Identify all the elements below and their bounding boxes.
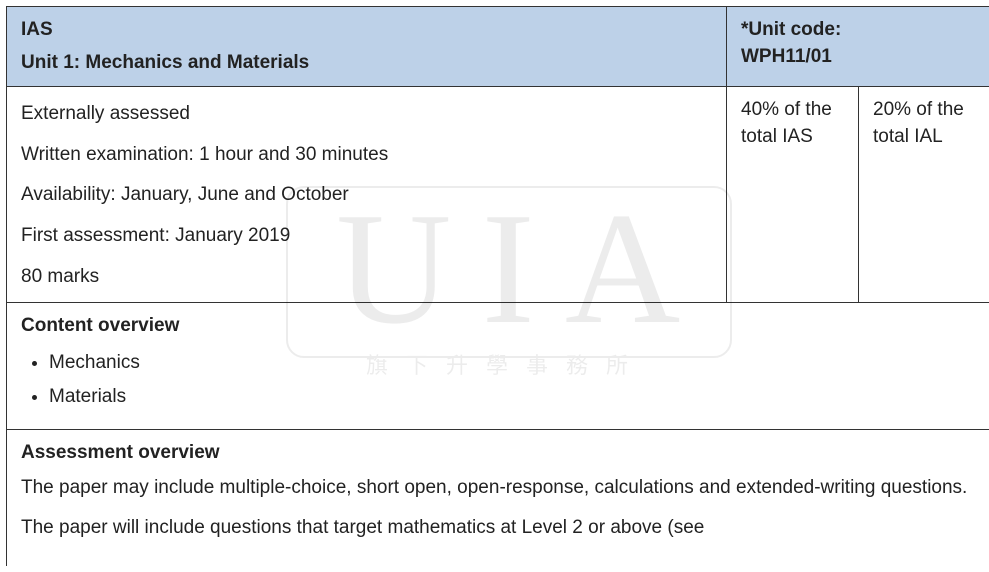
detail-assessed: Externally assessed	[21, 101, 712, 128]
content-heading: Content overview	[21, 313, 976, 340]
qualification-level: IAS	[21, 17, 712, 44]
content-row: Content overview Mechanics Materials	[7, 303, 989, 430]
content-item: Mechanics	[49, 350, 976, 377]
header-code-cell: *Unit code: WPH11/01	[727, 7, 989, 87]
unit-code-label: *Unit code:	[741, 17, 976, 44]
exam-details-cell: Externally assessed Written examination:…	[7, 87, 727, 303]
assessment-heading: Assessment overview	[21, 440, 976, 467]
details-row: Externally assessed Written examination:…	[7, 87, 989, 303]
header-title-cell: IAS Unit 1: Mechanics and Materials	[7, 7, 727, 87]
content-list: Mechanics Materials	[21, 350, 976, 411]
ial-weighting: 20% of the total IAL	[873, 99, 964, 147]
unit-code-value: WPH11/01	[741, 44, 976, 71]
ias-weighting: 40% of the total IAS	[741, 99, 832, 147]
assessment-overview-cell: Assessment overview The paper may includ…	[7, 429, 989, 565]
assessment-para-2: The paper will include questions that ta…	[21, 515, 976, 542]
unit-title: Unit 1: Mechanics and Materials	[21, 50, 712, 77]
ial-weighting-cell: 20% of the total IAL	[859, 87, 989, 303]
spec-table: IAS Unit 1: Mechanics and Materials *Uni…	[6, 6, 989, 566]
detail-availability: Availability: January, June and October	[21, 182, 712, 209]
content-item: Materials	[49, 384, 976, 411]
header-row: IAS Unit 1: Mechanics and Materials *Uni…	[7, 7, 989, 87]
assessment-row: Assessment overview The paper may includ…	[7, 429, 989, 565]
ias-weighting-cell: 40% of the total IAS	[727, 87, 859, 303]
content-overview-cell: Content overview Mechanics Materials	[7, 303, 989, 430]
detail-duration: Written examination: 1 hour and 30 minut…	[21, 142, 712, 169]
detail-first-assessment: First assessment: January 2019	[21, 223, 712, 250]
document-wrap: UIA 旗下升學事務所 IAS Unit 1: Mechanics and Ma…	[6, 6, 983, 566]
detail-marks: 80 marks	[21, 264, 712, 291]
assessment-para-1: The paper may include multiple-choice, s…	[21, 475, 976, 502]
